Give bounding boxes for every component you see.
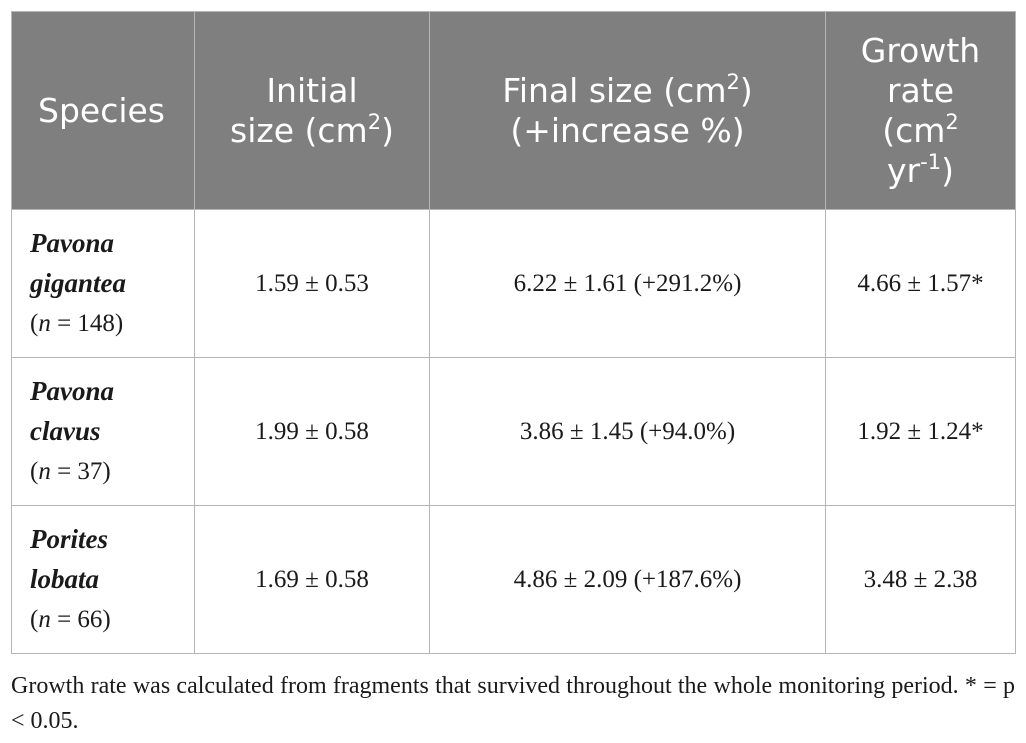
- growth-rate-cell: 3.48 ± 2.38: [825, 505, 1016, 654]
- sample-size: (n = 37): [30, 458, 111, 485]
- table-row: Pavona clavus (n = 37) 1.99 ± 0.58 3.86 …: [11, 357, 1016, 506]
- initial-size-cell: 1.59 ± 0.53: [194, 209, 430, 358]
- species-genus: Porites: [30, 524, 108, 554]
- sample-size-open: (: [30, 606, 39, 633]
- sample-size-n: n: [38, 458, 51, 485]
- species-genus: Pavona: [30, 228, 114, 258]
- header-initial-line1: Initial: [266, 70, 358, 110]
- header-initial-size: Initial size (cm2): [194, 11, 430, 210]
- header-final-line2: (+increase %): [510, 110, 745, 150]
- header-initial-close: ): [381, 110, 394, 150]
- growth-table: Species Initial size (cm2) Final size (c…: [11, 11, 1016, 654]
- growth-rate-cell: 4.66 ± 1.57*: [825, 209, 1016, 358]
- sample-size-open: (: [30, 458, 39, 485]
- header-species-label: Species: [38, 90, 166, 130]
- header-growth-rate: Growth rate (cm2 yr-1): [825, 11, 1016, 210]
- initial-size-cell: 1.99 ± 0.58: [194, 357, 430, 506]
- header-final-close: ): [739, 70, 753, 110]
- final-size-cell: 3.86 ± 1.45 (+94.0%): [429, 357, 826, 506]
- header-growth-line3: (cm: [882, 110, 946, 150]
- header-row: Species Initial size (cm2) Final size (c…: [11, 11, 1016, 210]
- sample-size-n: n: [38, 310, 51, 337]
- header-growth-line4: yr: [887, 150, 921, 190]
- header-species: Species: [11, 11, 195, 210]
- table-body: Pavona gigantea (n = 148) 1.59 ± 0.53 6.…: [11, 209, 1016, 654]
- sample-size-open: (: [30, 310, 39, 337]
- sample-size-n: n: [38, 606, 51, 633]
- sample-size: (n = 148): [30, 310, 123, 337]
- species-cell: Pavona clavus (n = 37): [11, 357, 195, 506]
- sample-size-value: = 148): [50, 310, 124, 337]
- table-row: Porites lobata (n = 66) 1.69 ± 0.58 4.86…: [11, 505, 1016, 654]
- sample-size-value: = 66): [50, 606, 111, 633]
- header-final-sup: 2: [726, 69, 740, 94]
- header-initial-sup: 2: [367, 109, 382, 134]
- species-genus: Pavona: [30, 376, 114, 406]
- header-final-line1: Final size (cm: [502, 70, 727, 110]
- growth-rate-cell: 1.92 ± 1.24*: [825, 357, 1016, 506]
- header-growth-sup2: -1: [920, 149, 942, 174]
- species-cell: Pavona gigantea (n = 148): [11, 209, 195, 358]
- sample-size: (n = 66): [30, 606, 111, 633]
- header-growth-close: ): [941, 150, 954, 190]
- initial-size-cell: 1.69 ± 0.58: [194, 505, 430, 654]
- sample-size-value: = 37): [50, 458, 111, 485]
- header-growth-line1: Growth: [860, 30, 981, 70]
- header-initial-line2: size (cm: [230, 110, 368, 150]
- header-growth-sup1: 2: [945, 109, 959, 134]
- species-epithet: clavus: [30, 416, 101, 446]
- header-final-size: Final size (cm2) (+increase %): [429, 11, 826, 210]
- species-epithet: lobata: [30, 564, 100, 594]
- species-epithet: gigantea: [30, 268, 127, 298]
- species-cell: Porites lobata (n = 66): [11, 505, 195, 654]
- final-size-cell: 6.22 ± 1.61 (+291.2%): [429, 209, 826, 358]
- table-footnote: Growth rate was calculated from fragment…: [11, 673, 1015, 734]
- table-header: Species Initial size (cm2) Final size (c…: [11, 11, 1016, 210]
- final-size-cell: 4.86 ± 2.09 (+187.6%): [429, 505, 826, 654]
- header-growth-line2: rate: [886, 70, 955, 110]
- data-table-container: Species Initial size (cm2) Final size (c…: [11, 11, 1016, 654]
- table-row: Pavona gigantea (n = 148) 1.59 ± 0.53 6.…: [11, 209, 1016, 358]
